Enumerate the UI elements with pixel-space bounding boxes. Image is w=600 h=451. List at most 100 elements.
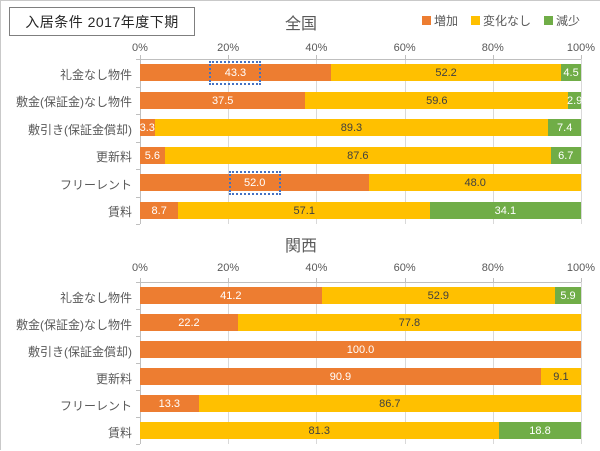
category-axis-tick-mark bbox=[136, 363, 140, 364]
axis-tick-mark bbox=[581, 55, 582, 59]
category-label: フリーレント bbox=[59, 398, 132, 413]
gridline bbox=[228, 282, 230, 444]
bar-value-label[interactable]: 22.2 bbox=[178, 317, 200, 329]
bar-value-label[interactable]: 48.0 bbox=[464, 177, 486, 190]
bar-segment[interactable] bbox=[554, 287, 581, 304]
category-axis-tick-mark bbox=[136, 59, 140, 60]
bar-segment[interactable] bbox=[140, 422, 499, 439]
value-axis-tick-label: 20% bbox=[217, 42, 240, 54]
bar-value-label[interactable]: 41.2 bbox=[220, 290, 242, 302]
data-label-selection-box bbox=[209, 60, 262, 85]
bar-segment[interactable] bbox=[178, 201, 431, 219]
legend-label: 変化なし bbox=[482, 14, 531, 28]
bar-value-label[interactable]: 77.8 bbox=[398, 317, 421, 329]
axis-tick-mark bbox=[581, 278, 582, 282]
axis-tick-mark bbox=[492, 55, 494, 59]
axis-tick-mark bbox=[492, 278, 494, 282]
gridline bbox=[404, 59, 406, 224]
bar-value-label[interactable]: 89.3 bbox=[340, 122, 363, 135]
category-axis-tick-mark bbox=[136, 224, 140, 225]
bar-segment[interactable] bbox=[140, 341, 581, 358]
bar-segment[interactable] bbox=[140, 314, 238, 331]
bar-value-label[interactable]: 6.7 bbox=[558, 149, 574, 162]
category-label: 敷引き(保証金償却) bbox=[28, 122, 132, 137]
category-axis-tick-mark bbox=[136, 309, 140, 310]
bar-value-label[interactable]: 59.6 bbox=[426, 94, 448, 107]
category-axis-tick-mark bbox=[136, 444, 140, 445]
bar-segment[interactable] bbox=[140, 368, 541, 385]
bar-segment[interactable] bbox=[568, 91, 581, 109]
bar-segment[interactable] bbox=[140, 91, 306, 109]
bar-segment[interactable] bbox=[140, 64, 331, 82]
bar-value-label[interactable]: 100.0 bbox=[346, 344, 375, 356]
legend-label: 増加 bbox=[433, 14, 458, 28]
bar-segment[interactable] bbox=[140, 119, 155, 137]
legend-item[interactable]: 増加 bbox=[421, 12, 458, 29]
bar-segment[interactable] bbox=[430, 201, 581, 219]
bar-segment[interactable] bbox=[154, 119, 549, 137]
bar-value-label[interactable]: 52.9 bbox=[427, 290, 450, 302]
legend-item[interactable]: 減少 bbox=[543, 12, 580, 29]
bar-value-label[interactable]: 4.5 bbox=[563, 67, 579, 80]
bar-value-label[interactable]: 7.4 bbox=[557, 122, 573, 135]
bar-segment[interactable] bbox=[140, 201, 179, 219]
bar-value-label[interactable]: 81.3 bbox=[308, 425, 330, 437]
value-axis-tick-label: 80% bbox=[481, 262, 504, 274]
bar-value-label[interactable]: 90.9 bbox=[329, 371, 352, 383]
bar-value-label[interactable]: 13.3 bbox=[158, 398, 181, 410]
value-axis-tick-label: 0% bbox=[132, 262, 148, 274]
data-label-selection-box bbox=[228, 170, 281, 195]
category-axis-tick-mark bbox=[136, 141, 140, 143]
bar-segment[interactable] bbox=[164, 146, 551, 164]
bar-segment[interactable] bbox=[330, 64, 562, 82]
bar-segment[interactable] bbox=[140, 287, 322, 304]
category-axis-tick-mark bbox=[136, 336, 140, 337]
bar-segment[interactable] bbox=[540, 368, 581, 385]
bar-segment[interactable] bbox=[237, 314, 581, 331]
chart-title-zenkoku: 全国 bbox=[284, 16, 317, 33]
bar-segment[interactable] bbox=[561, 64, 581, 82]
bar-value-label[interactable]: 57.1 bbox=[293, 204, 315, 217]
bar-value-label[interactable]: 18.8 bbox=[529, 425, 551, 437]
bar-segment[interactable] bbox=[140, 174, 370, 192]
bar-segment[interactable] bbox=[321, 287, 555, 304]
bar-segment[interactable] bbox=[551, 146, 581, 164]
bar-value-label[interactable]: 5.9 bbox=[560, 290, 576, 302]
bar-value-label[interactable]: 86.7 bbox=[379, 398, 401, 410]
bar-value-label[interactable]: 87.6 bbox=[347, 149, 369, 162]
bar-value-label[interactable]: 8.7 bbox=[151, 204, 167, 217]
bar-value-label[interactable]: 34.1 bbox=[494, 204, 517, 217]
gridline bbox=[581, 59, 582, 224]
legend-swatch-icon bbox=[421, 16, 431, 25]
category-axis-tick-mark bbox=[136, 282, 140, 283]
gridline bbox=[492, 282, 494, 444]
gridline bbox=[581, 282, 582, 444]
bar-segment[interactable] bbox=[140, 395, 199, 412]
category-axis-tick-mark bbox=[136, 114, 140, 115]
value-axis-line bbox=[140, 282, 581, 283]
bar-value-label[interactable]: 2.9 bbox=[566, 94, 583, 107]
legend-item[interactable]: 変化なし bbox=[470, 12, 531, 29]
bar-value-label[interactable]: 52.0 bbox=[243, 177, 266, 190]
bar-segment[interactable] bbox=[369, 174, 581, 192]
gridline bbox=[404, 282, 406, 444]
bar-value-label[interactable]: 9.1 bbox=[553, 371, 569, 383]
bar-value-label[interactable]: 43.3 bbox=[224, 67, 247, 80]
value-axis-tick-label: 20% bbox=[217, 262, 240, 274]
value-axis-tick-label: 60% bbox=[393, 42, 416, 54]
bar-segment[interactable] bbox=[198, 395, 581, 412]
bar-value-label[interactable]: 37.5 bbox=[211, 94, 234, 107]
legend-swatch-icon bbox=[470, 16, 480, 25]
value-axis-tick-label: 60% bbox=[393, 262, 416, 274]
bar-value-label[interactable]: 52.2 bbox=[435, 67, 457, 80]
bar-segment[interactable] bbox=[498, 422, 582, 439]
bar-segment[interactable] bbox=[548, 119, 581, 137]
bar-segment[interactable] bbox=[140, 146, 165, 164]
category-label: 礼金なし物件 bbox=[59, 67, 132, 82]
bar-value-label[interactable]: 3.3 bbox=[139, 122, 155, 135]
category-axis-line bbox=[140, 282, 141, 444]
bar-segment[interactable] bbox=[305, 91, 569, 109]
bar-value-label[interactable]: 5.6 bbox=[144, 149, 160, 162]
category-axis-tick-mark bbox=[136, 86, 140, 88]
gridline bbox=[228, 59, 230, 224]
